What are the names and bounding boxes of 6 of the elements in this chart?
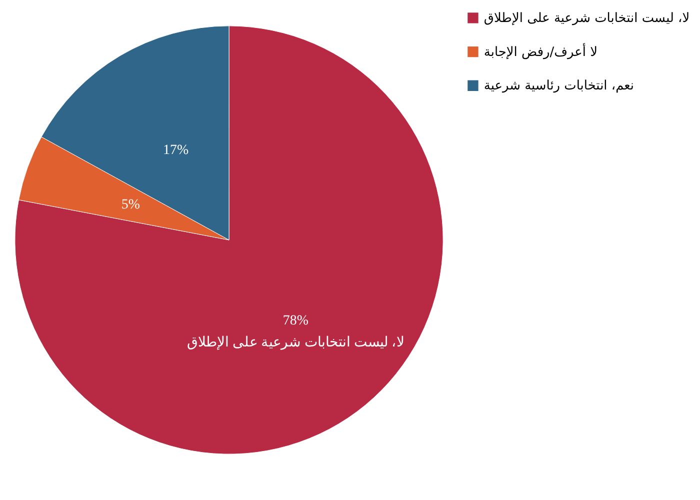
legend-label: لا أعرف/رفض الإجابة	[484, 42, 598, 60]
data-label: 5%	[121, 198, 140, 213]
pie-slice	[15, 26, 444, 454]
data-label: 17%	[163, 142, 189, 158]
legend-label: نعم، انتخابات رئاسية شرعية	[484, 78, 634, 94]
legend-label: لا، ليست انتخابات شرعية على الإطلاق	[484, 10, 690, 26]
